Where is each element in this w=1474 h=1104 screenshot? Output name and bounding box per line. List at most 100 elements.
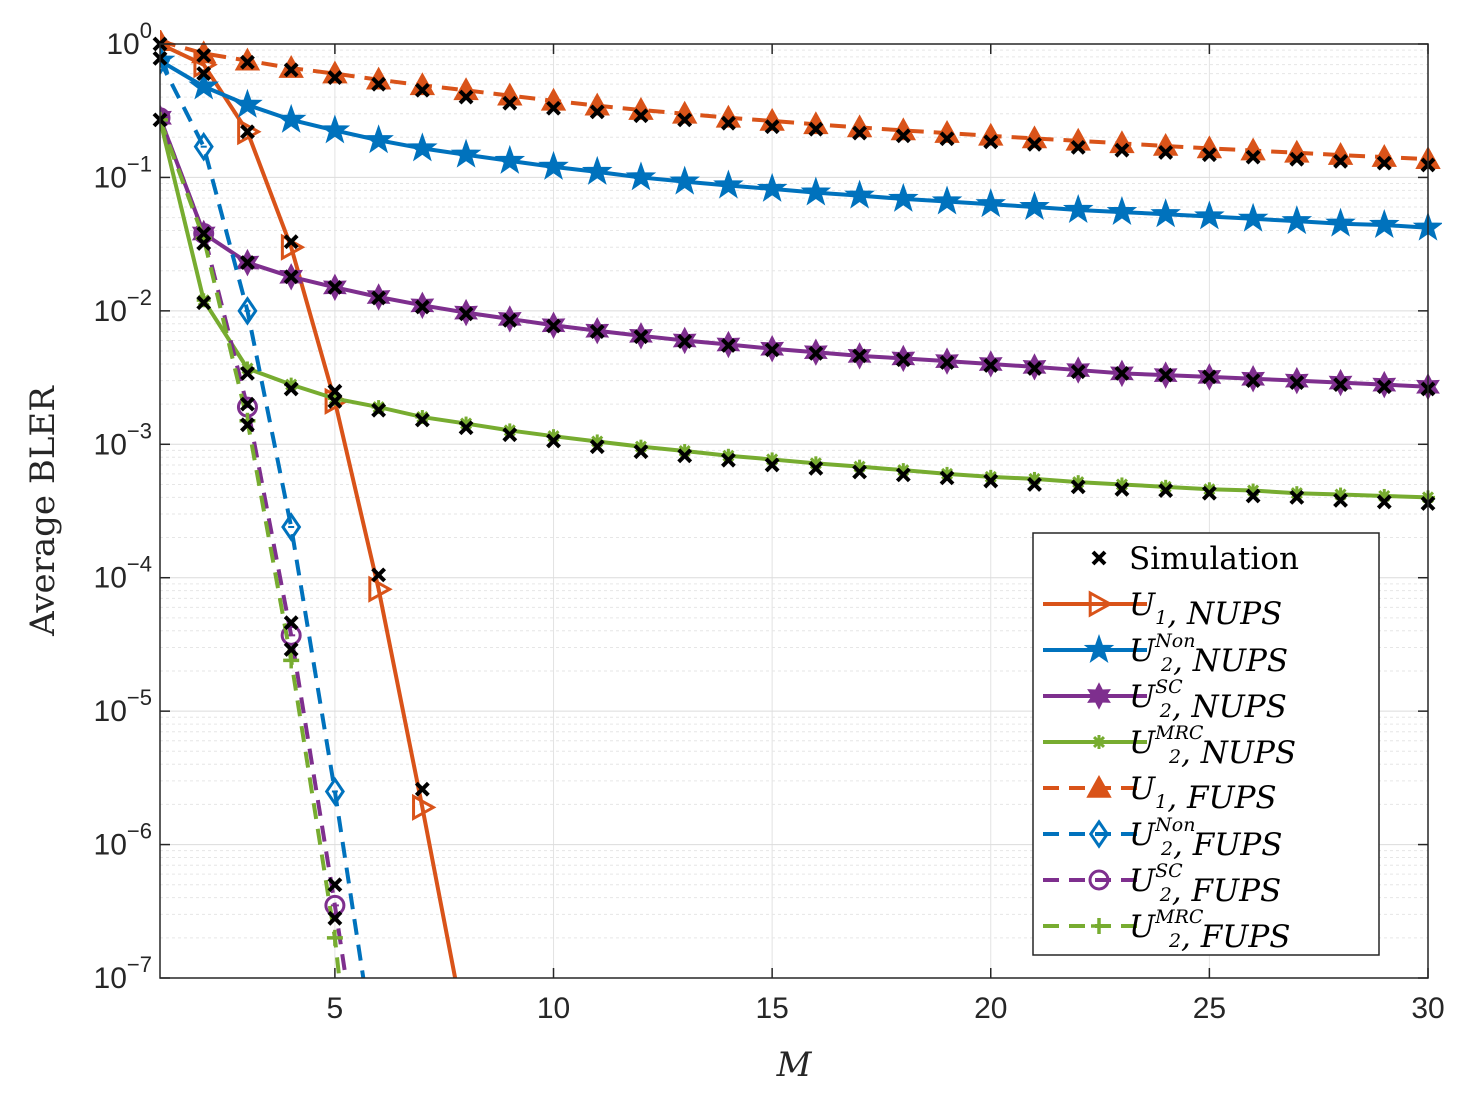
x-ticks: 5 10 15 20 25 30 xyxy=(327,44,1445,1025)
simulation-marker xyxy=(589,439,605,455)
simulation-marker xyxy=(196,48,212,63)
legend-label: UNon 2, FUPS xyxy=(1129,814,1283,863)
simulation-marker xyxy=(196,226,212,241)
x-tick-label: 15 xyxy=(755,992,788,1025)
simulation-marker xyxy=(1158,367,1174,383)
series-1-marker xyxy=(1281,205,1313,235)
simulation-marker xyxy=(852,348,868,364)
simulation-marker xyxy=(983,358,999,373)
simulation-marker xyxy=(414,781,430,797)
simulation-marker xyxy=(371,76,387,92)
x-tick-label: 25 xyxy=(1193,992,1226,1025)
simulation-marker xyxy=(1070,364,1086,380)
series-1-marker xyxy=(1325,207,1356,237)
simulation-marker xyxy=(764,342,780,358)
legend-marker xyxy=(1086,774,1112,798)
y-tick-label: 10−7 xyxy=(94,952,152,995)
simulation-marker xyxy=(546,100,561,116)
simulation-marker xyxy=(895,128,911,144)
y-tick-label: 10−6 xyxy=(94,819,152,862)
simulation-marker xyxy=(1376,379,1392,395)
legend-label: U1, NUPS xyxy=(1129,587,1282,632)
simulation-marker xyxy=(939,470,955,486)
series-1-marker xyxy=(494,144,526,174)
legend-marker xyxy=(1091,918,1107,934)
simulation-marker xyxy=(283,381,299,397)
legend-entry: UNon 2, FUPS xyxy=(1043,814,1283,863)
simulation-marker xyxy=(633,329,649,345)
legend-marker xyxy=(1083,633,1115,663)
y-ticks: 10−7 10−6 10−5 10−4 10−3 10−2 10−1 100 xyxy=(94,18,1428,995)
series-1-marker xyxy=(319,114,351,144)
simulation-marker xyxy=(458,89,474,105)
simulation-marker xyxy=(808,121,824,137)
series-1-marker xyxy=(844,179,875,209)
legend-label: U1, FUPS xyxy=(1129,771,1277,816)
simulation-marker xyxy=(808,345,824,361)
simulation-marker xyxy=(764,457,780,473)
plot-frame xyxy=(159,43,1429,979)
legend-label: UNon 2, NUPS xyxy=(1129,630,1288,679)
legend-entry: U1, NUPS xyxy=(1043,587,1282,632)
series-1-marker xyxy=(1150,198,1181,228)
simulation-marker xyxy=(1114,481,1130,497)
simulation-marker xyxy=(458,306,474,322)
simulation-marker xyxy=(1201,369,1217,385)
series-1-marker xyxy=(1194,200,1225,230)
series-1-marker xyxy=(975,188,1007,218)
series-line-4 xyxy=(160,39,1429,162)
simulation-marker xyxy=(589,104,605,120)
series-1-marker xyxy=(581,155,613,185)
series-4-marker xyxy=(759,107,785,131)
legend-entry: UMRC 2, NUPS xyxy=(1043,722,1296,771)
simulation-marker xyxy=(1070,139,1086,155)
y-tick-label: 10−2 xyxy=(94,285,152,328)
series-1-marker xyxy=(800,176,832,206)
series-5-marker xyxy=(237,296,258,326)
simulation-marker xyxy=(1027,361,1042,376)
simulation-marker xyxy=(240,54,255,70)
y-axis-title: Average BLER xyxy=(23,385,63,637)
simulation-marker xyxy=(327,393,343,409)
x-tick-label: 5 xyxy=(327,992,344,1025)
legend-marker xyxy=(1087,682,1111,710)
simulation-marker xyxy=(283,62,299,78)
simulation-marker xyxy=(371,402,387,418)
simulation-marker xyxy=(1245,488,1261,504)
series-5-marker xyxy=(193,131,214,162)
simulation-marker xyxy=(240,124,255,140)
simulation-marker xyxy=(1027,136,1042,152)
legend-marker xyxy=(1088,819,1110,849)
simulation-marker xyxy=(371,290,387,306)
series-1-marker xyxy=(1062,193,1094,223)
simulation-marker xyxy=(1070,479,1086,495)
series-4-marker xyxy=(715,104,742,128)
legend-entry: Simulation xyxy=(1091,541,1299,577)
simulation-marker xyxy=(808,460,824,476)
simulation-marker xyxy=(1333,377,1348,393)
legend-simulation-marker xyxy=(1091,550,1107,566)
simulation-marker xyxy=(546,318,561,334)
simulation-marker xyxy=(1158,144,1174,160)
simulation-marker xyxy=(327,279,343,295)
y-tick-label: 100 xyxy=(106,18,152,61)
simulation-marker xyxy=(1158,483,1174,498)
series-1-marker xyxy=(363,124,394,154)
series-7-marker xyxy=(326,929,343,946)
series-1-marker xyxy=(1019,190,1050,221)
series-1-marker xyxy=(232,88,263,118)
series-1-marker xyxy=(275,103,307,133)
x-tick-label: 30 xyxy=(1411,992,1444,1025)
series-1-marker xyxy=(538,150,569,180)
simulation-marker xyxy=(414,82,430,98)
simulation-marker xyxy=(414,412,430,428)
x-axis-title: M xyxy=(776,1045,813,1085)
series-0-marker xyxy=(237,118,262,146)
simulation-marker xyxy=(720,452,736,468)
legend-marker xyxy=(1092,735,1106,749)
series-1-marker xyxy=(713,169,744,199)
legend-entry: UMRC 2, FUPS xyxy=(1043,906,1291,955)
simulation-marker xyxy=(1376,494,1392,510)
simulation-marker xyxy=(983,134,999,150)
